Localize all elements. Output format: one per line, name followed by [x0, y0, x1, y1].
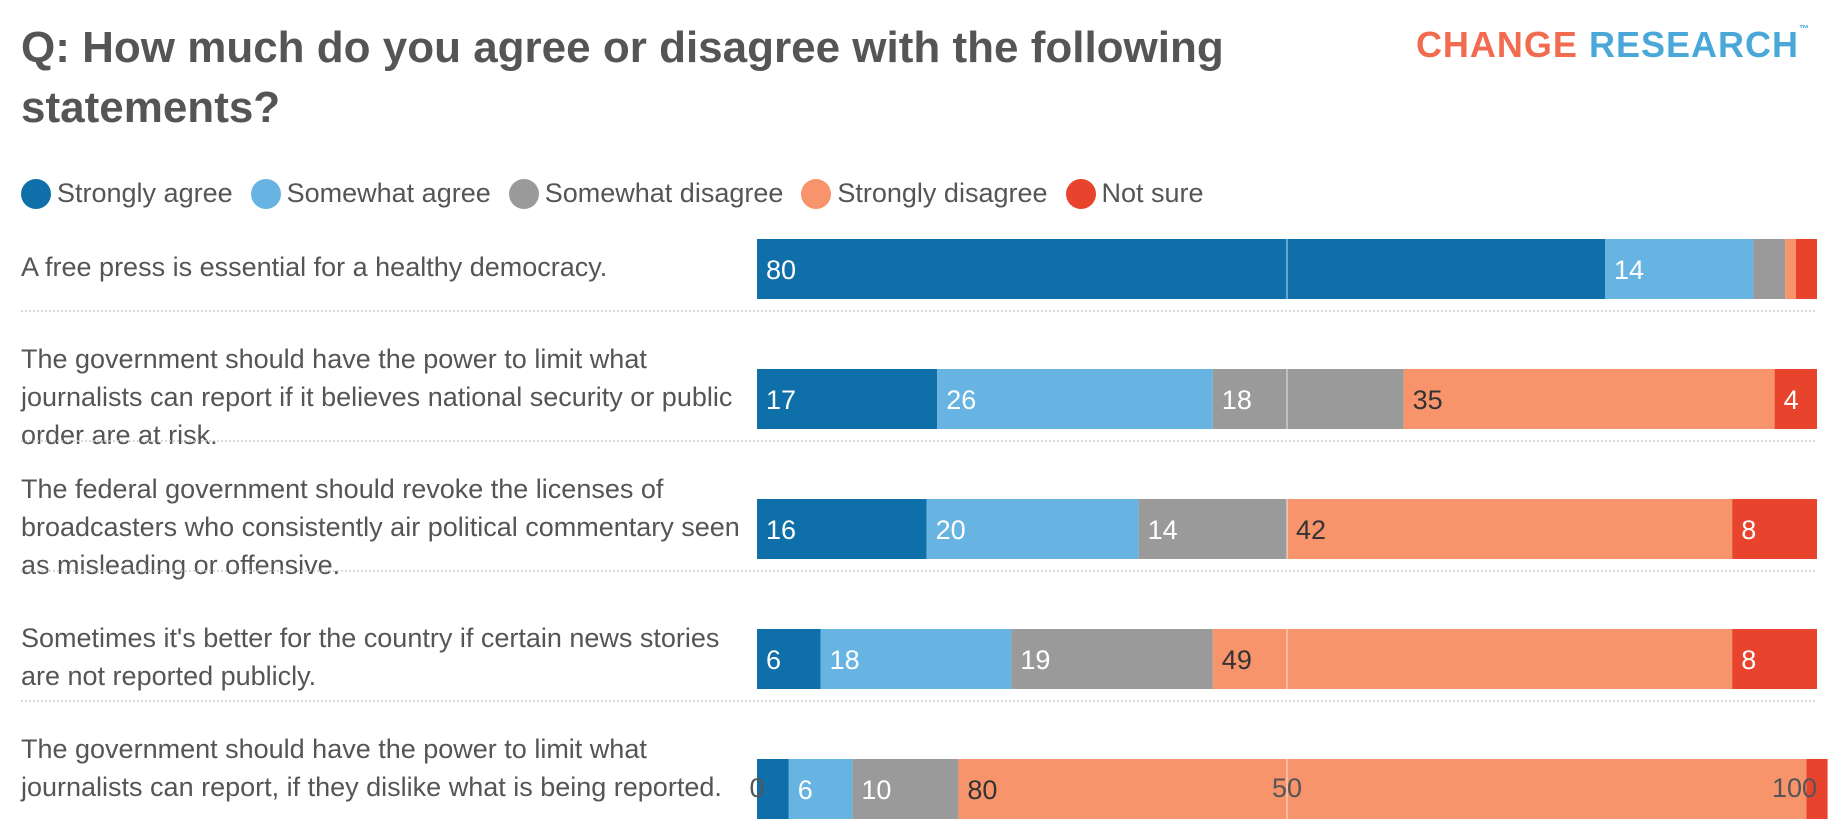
- legend-swatch: [508, 178, 539, 209]
- row-label: The federal government should revoke the…: [21, 474, 740, 580]
- row-label: The government should have the power to …: [21, 344, 733, 450]
- data-label: 42: [1296, 515, 1326, 545]
- bar-segment: [1138, 499, 1287, 559]
- legend: Strongly agree Somewhat agree Somewhat dis…: [21, 178, 1204, 209]
- data-label: 6: [766, 645, 781, 675]
- bar-segment: [1212, 629, 1733, 689]
- bar-segment: [1774, 369, 1817, 429]
- data-label: 49: [1222, 645, 1252, 675]
- x-tick-label: 100: [1772, 773, 1817, 803]
- bar-segment: [1605, 239, 1754, 299]
- data-label: 20: [936, 515, 966, 545]
- bar-segment: [937, 369, 1213, 429]
- legend-swatch: [250, 178, 281, 209]
- bar-segment: [926, 499, 1139, 559]
- bar-segment: [1403, 369, 1775, 429]
- bar-segment: [1785, 239, 1796, 299]
- data-label: 26: [946, 385, 976, 415]
- data-label: 80: [967, 775, 997, 805]
- bar-segment: [1287, 499, 1733, 559]
- data-label: 14: [1148, 515, 1178, 545]
- bar-segment: [852, 759, 959, 819]
- data-label: 18: [1222, 385, 1252, 415]
- legend-swatch: [21, 178, 51, 209]
- bar-segment: [1795, 239, 1817, 299]
- legend-label: Strongly agree: [57, 178, 233, 208]
- data-label: 18: [830, 645, 860, 675]
- legend-label: Not sure: [1101, 178, 1204, 208]
- x-tick-label: 0: [749, 773, 764, 803]
- legend-label: Somewhat agree: [286, 178, 491, 208]
- bar-segment: [1732, 499, 1817, 559]
- data-label: 8: [1741, 645, 1756, 675]
- bar-segment: [757, 629, 821, 689]
- bar-segment: [820, 629, 1012, 689]
- bar-segment: [1732, 629, 1817, 689]
- legend-item: Strongly disagree: [801, 178, 1048, 209]
- bar-segment: [757, 759, 789, 819]
- bar-segment: [757, 239, 1605, 299]
- legend-item: Somewhat disagree: [508, 178, 784, 209]
- bar-segment: [1212, 369, 1404, 429]
- data-label: 17: [766, 385, 796, 415]
- legend-label: Somewhat disagree: [544, 178, 784, 208]
- legend-swatch: [801, 178, 832, 209]
- legend-item: Strongly agree: [21, 178, 233, 209]
- bar-segment: [1753, 239, 1786, 299]
- bar-segment: [788, 759, 853, 819]
- row-label: A free press is essential for a healthy …: [21, 252, 608, 282]
- legend-swatch: [1065, 178, 1096, 209]
- chart-title: Q: How much do you agree or disagree wit…: [21, 23, 1224, 132]
- change-research-logo: CHANGE RESEARCH™: [1415, 24, 1810, 65]
- row-label: Sometimes it's better for the country if…: [21, 623, 720, 691]
- data-label: 19: [1020, 645, 1050, 675]
- bar-segment: [757, 369, 938, 429]
- x-tick-label: 50: [1272, 773, 1302, 803]
- bar-segment: [757, 499, 927, 559]
- bar-segment: [1011, 629, 1213, 689]
- data-label: 35: [1413, 385, 1443, 415]
- data-label: 4: [1784, 385, 1799, 415]
- data-label: 14: [1614, 255, 1644, 285]
- data-label: 10: [861, 775, 891, 805]
- legend-label: Strongly disagree: [837, 178, 1048, 208]
- data-label: 16: [766, 515, 796, 545]
- row-label: The government should have the power to …: [21, 734, 722, 802]
- legend-item: Somewhat agree: [250, 178, 491, 209]
- bar-segment: [1806, 759, 1828, 819]
- bar-segment: [958, 759, 1807, 819]
- legend-item: Not sure: [1065, 178, 1204, 209]
- data-label: 6: [798, 775, 813, 805]
- data-label: 8: [1741, 515, 1756, 545]
- data-label: 80: [766, 255, 796, 285]
